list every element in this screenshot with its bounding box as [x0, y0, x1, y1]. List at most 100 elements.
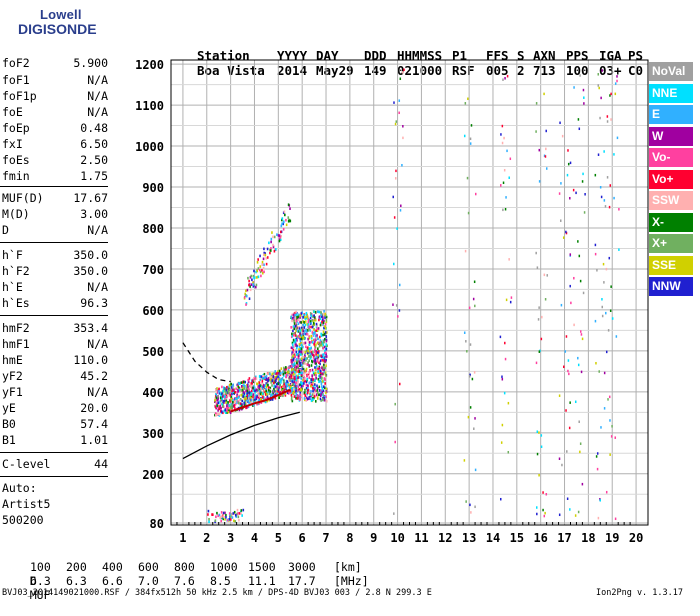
echo-point — [319, 371, 322, 374]
echo-point — [272, 375, 275, 379]
echo-point — [269, 251, 271, 255]
echo-point — [313, 331, 315, 335]
interference-point — [394, 440, 396, 444]
echo-point — [272, 243, 274, 247]
y-tick-label: 600 — [142, 304, 164, 318]
echo-point — [313, 396, 315, 400]
echo-point — [319, 369, 322, 373]
echo-point — [238, 408, 241, 412]
echo-point — [223, 515, 225, 519]
echo-point — [230, 512, 232, 516]
echo-point — [245, 398, 248, 402]
echo-point — [305, 396, 308, 400]
echo-point — [234, 390, 237, 394]
echo-point — [309, 329, 311, 332]
echo-point — [260, 397, 262, 401]
echo-point — [310, 378, 313, 381]
echo-point — [305, 386, 308, 390]
echo-point — [288, 386, 291, 389]
echo-point — [294, 311, 296, 315]
echo-point — [320, 310, 322, 314]
interference-point — [473, 427, 475, 430]
echo-point — [280, 230, 282, 234]
echo-point — [300, 384, 303, 388]
interference-point — [567, 369, 569, 373]
echo-point — [273, 381, 275, 385]
echo-point — [275, 379, 277, 382]
echo-point — [308, 381, 311, 385]
interference-point — [579, 442, 582, 445]
echo-point — [325, 391, 327, 395]
echo-point — [300, 321, 302, 324]
echo-point — [219, 516, 221, 519]
echo-point — [271, 398, 274, 401]
echo-point — [281, 217, 284, 220]
interference-point — [536, 512, 538, 516]
interference-point — [607, 398, 609, 401]
echo-point — [293, 327, 296, 330]
echo-point — [255, 395, 258, 399]
echo-point — [257, 267, 260, 270]
footer-info: BVJ03_2014149021000.RSF / 384fx512h 50 k… — [2, 588, 432, 598]
interference-point — [598, 86, 600, 90]
echo-point — [263, 263, 265, 267]
interference-point — [567, 359, 570, 362]
echo-point — [292, 345, 295, 349]
echo-point — [246, 383, 249, 387]
echo-point — [231, 401, 233, 404]
echo-point — [315, 353, 317, 356]
interference-point — [543, 273, 546, 277]
echo-point — [259, 270, 262, 274]
interference-point — [578, 254, 581, 258]
echo-point — [308, 336, 311, 340]
echo-point — [265, 387, 267, 391]
echo-point — [263, 388, 266, 392]
echo-point — [262, 374, 265, 378]
echo-point — [321, 353, 324, 357]
echo-point — [314, 310, 317, 314]
interference-point — [501, 375, 503, 378]
echo-point — [227, 407, 229, 410]
echo-point — [228, 404, 231, 407]
x-tick-label: 16 — [533, 531, 547, 545]
echo-point — [322, 321, 325, 325]
echo-point — [296, 378, 299, 381]
echo-point — [214, 398, 216, 402]
echo-point — [253, 398, 256, 401]
echo-point — [292, 387, 294, 390]
echo-point — [252, 393, 255, 396]
echo-point — [295, 379, 298, 382]
y-tick-label: 400 — [142, 386, 164, 400]
echo-point — [299, 391, 302, 394]
echo-point — [270, 375, 272, 378]
echo-point — [307, 351, 309, 355]
echo-point — [236, 508, 239, 512]
interference-point — [600, 426, 602, 429]
interference-point — [543, 92, 545, 96]
echo-point — [270, 237, 273, 241]
interference-point — [399, 283, 401, 287]
echo-point — [228, 409, 231, 413]
echo-point — [292, 385, 295, 388]
echo-point — [301, 352, 304, 356]
interference-point — [503, 391, 506, 395]
echo-point — [294, 348, 297, 352]
echo-point — [263, 372, 266, 376]
echo-point — [250, 384, 252, 388]
interference-point — [509, 300, 512, 304]
logo-top-text: Lowell — [40, 7, 82, 22]
echo-point — [231, 389, 233, 393]
echo-point — [274, 375, 277, 379]
echo-point — [255, 397, 258, 401]
echo-point — [321, 366, 323, 370]
echo-point — [217, 401, 219, 405]
echo-point — [312, 315, 314, 318]
echo-point — [316, 327, 318, 331]
echo-point — [222, 389, 224, 393]
echo-point — [314, 332, 316, 336]
interference-point — [535, 361, 538, 365]
echo-point — [304, 394, 307, 397]
echo-point — [293, 322, 296, 325]
echo-point — [283, 369, 285, 372]
echo-point — [291, 380, 294, 384]
